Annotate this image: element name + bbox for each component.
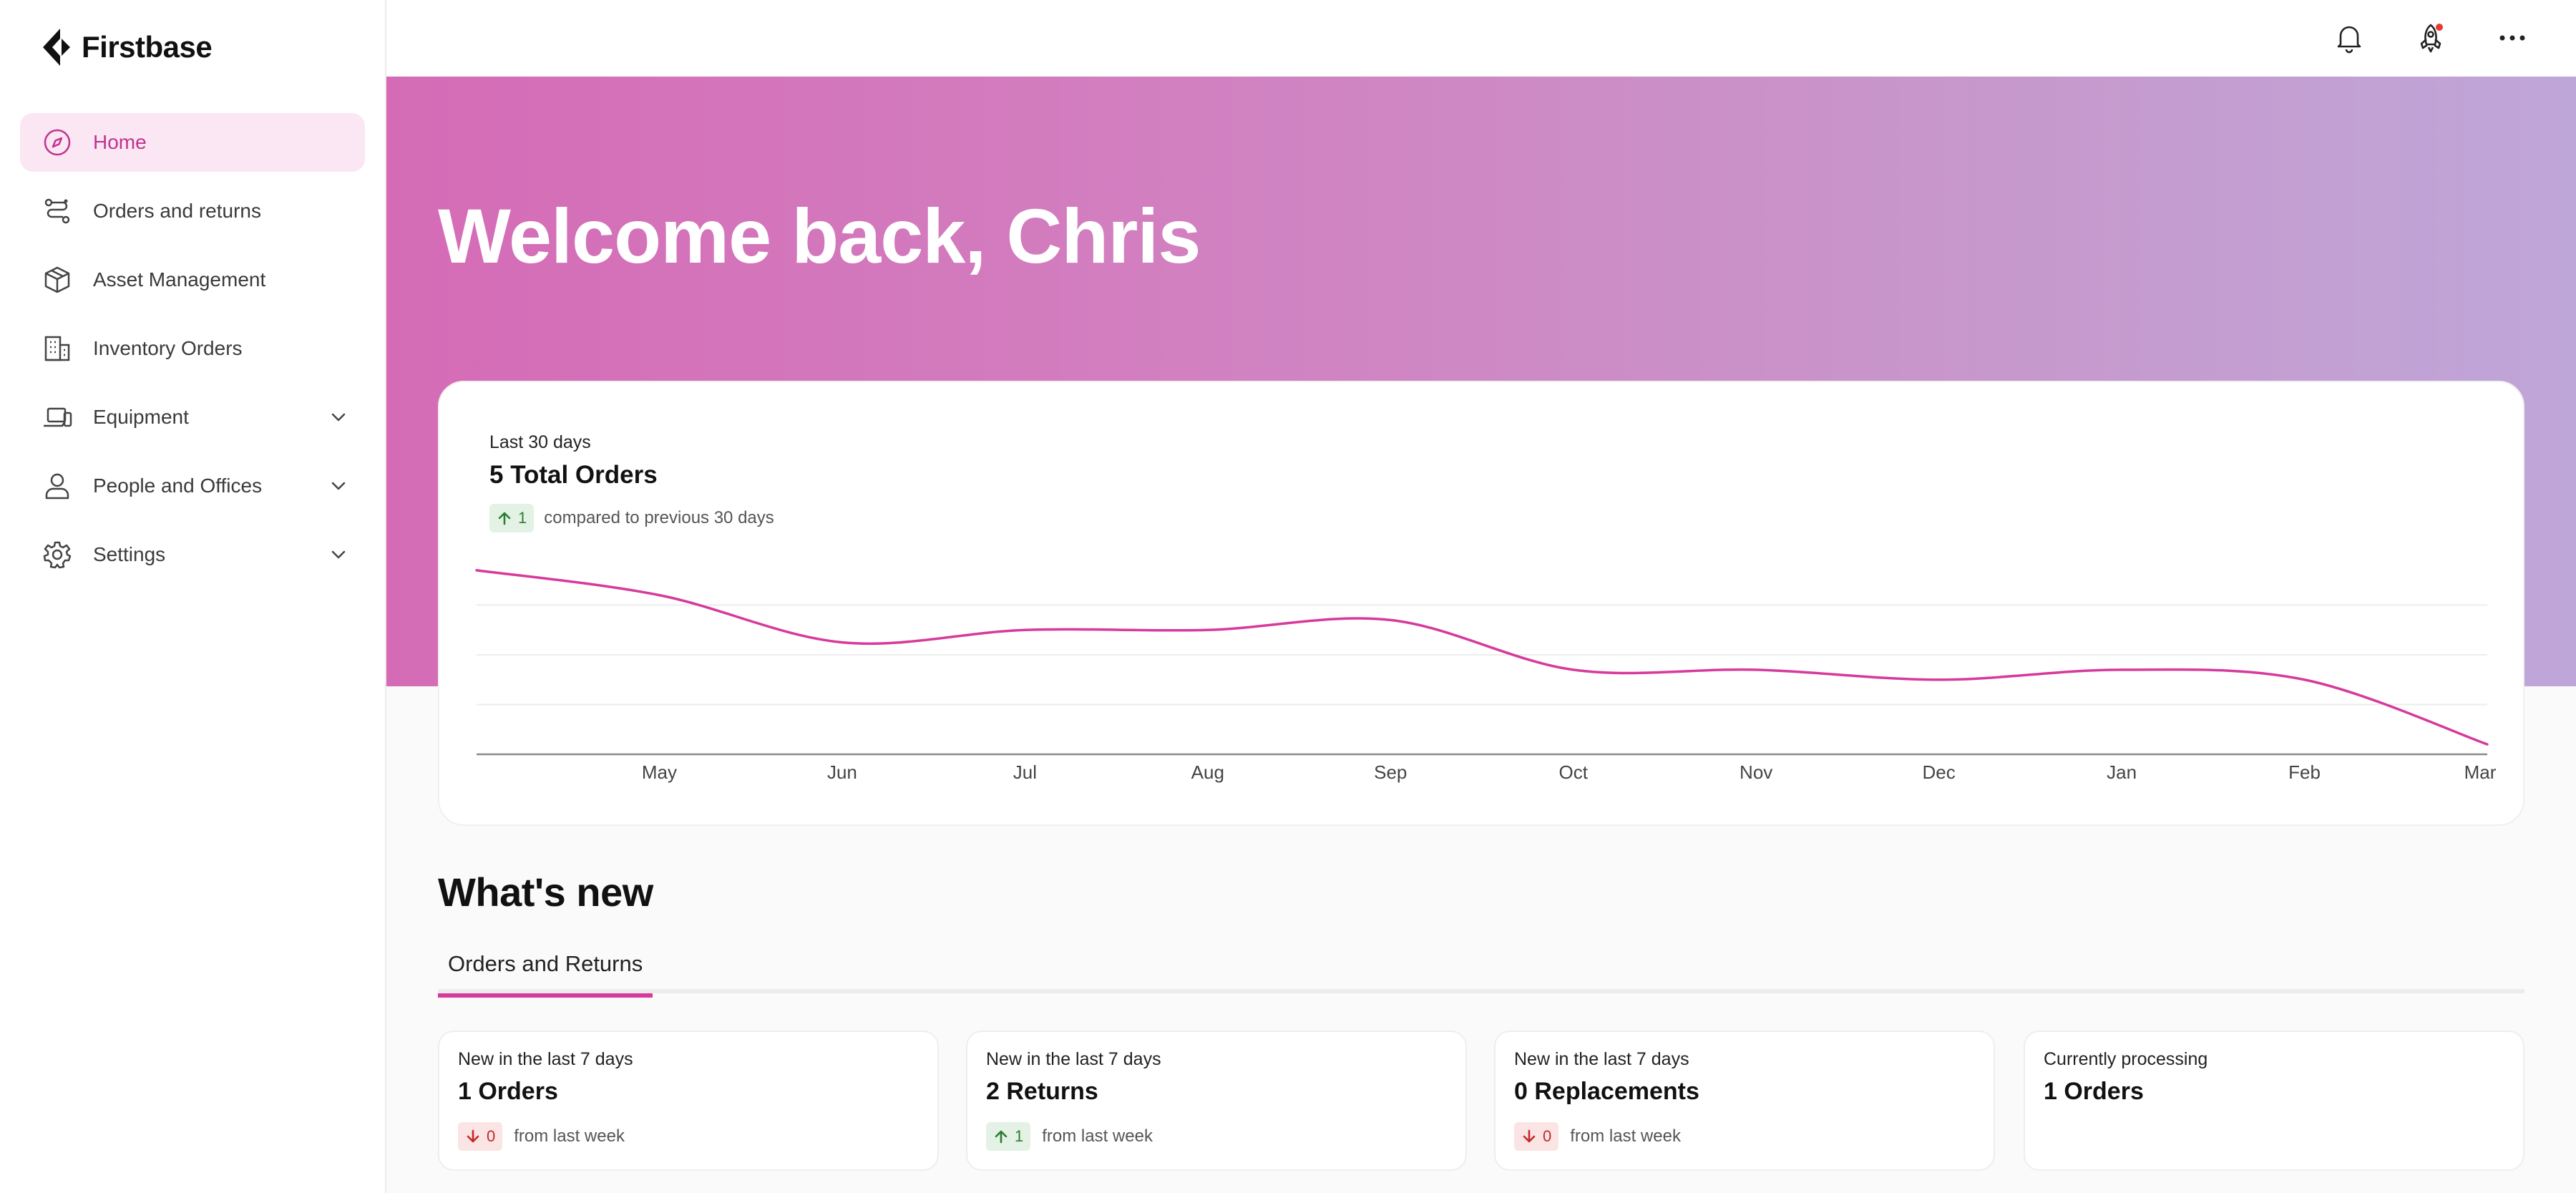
delta-row: 0 from last week <box>458 1122 625 1151</box>
x-tick-label: Mar <box>2464 761 2497 783</box>
x-tick-label: Jun <box>827 761 857 783</box>
arrow-up-icon <box>498 512 511 525</box>
brand-logo[interactable]: Firstbase <box>40 27 213 67</box>
delta-badge: 1 <box>489 504 535 532</box>
delta-row: 0 from last week <box>1514 1122 1681 1151</box>
x-tick-label: Sep <box>1374 761 1407 783</box>
tab-orders-and-returns[interactable]: Orders and Returns <box>438 946 653 998</box>
sidebar-item-asset-management[interactable]: Asset Management <box>20 250 365 309</box>
sidebar-item-label: Inventory Orders <box>93 337 243 359</box>
bell-icon[interactable] <box>2331 20 2367 56</box>
x-tick-label: Dec <box>1923 761 1956 783</box>
arrow-down-icon <box>467 1129 479 1143</box>
chevron-down-icon <box>331 550 346 559</box>
x-tick-label: Feb <box>2288 761 2321 783</box>
rocket-icon[interactable] <box>2413 20 2449 56</box>
sidebar-item-label: Settings <box>93 543 166 565</box>
page-title: Welcome back, Chris <box>438 193 1201 279</box>
whats-new-tabs: Orders and Returns <box>438 946 2524 998</box>
sidebar-item-equipment[interactable]: Equipment <box>20 388 365 447</box>
delta-row: 1 compared to previous 30 days <box>489 504 774 532</box>
brand-name: Firstbase <box>82 30 213 64</box>
stat-card-orders[interactable]: New in the last 7 days 1 Orders 0 from l… <box>438 1031 939 1171</box>
card-title: 5 Total Orders <box>489 461 658 489</box>
sidebar-item-label: People and Offices <box>93 474 263 497</box>
series-line <box>475 569 2489 746</box>
card-kicker: Last 30 days <box>489 432 591 452</box>
box-icon <box>42 264 73 296</box>
more-icon[interactable] <box>2494 20 2530 56</box>
x-tick-label: Oct <box>1559 761 1589 783</box>
sidebar-item-people-and-offices[interactable]: People and Offices <box>20 457 365 515</box>
sidebar-item-label: Home <box>93 131 147 153</box>
chevron-down-icon <box>331 413 346 422</box>
gear-icon <box>42 539 73 570</box>
sidebar-item-home[interactable]: Home <box>20 113 365 172</box>
x-tick-label: Nov <box>1740 761 1772 783</box>
delta-text: compared to previous 30 days <box>544 508 774 527</box>
sidebar-item-label: Equipment <box>93 406 189 428</box>
x-tick-label: Jul <box>1013 761 1037 783</box>
x-tick-label: Jan <box>2107 761 2137 783</box>
delta-badge: 0 <box>458 1122 503 1151</box>
whats-new-title: What's new <box>438 870 653 915</box>
stat-kicker: New in the last 7 days <box>986 1049 1161 1069</box>
delta-text: from last week <box>1042 1126 1153 1146</box>
delta-text: from last week <box>1570 1126 1681 1146</box>
compass-icon <box>42 127 73 158</box>
stat-title: 2 Returns <box>986 1078 1098 1105</box>
sidebar-item-orders-and-returns[interactable]: Orders and returns <box>20 182 365 240</box>
total-orders-card: Last 30 days 5 Total Orders 1 compared t… <box>438 381 2524 826</box>
building-icon <box>42 333 73 364</box>
sidebar-nav: Home Orders and returns Asset Management… <box>20 113 365 594</box>
delta-text: from last week <box>514 1126 625 1146</box>
sidebar-item-label: Orders and returns <box>93 200 261 222</box>
sidebar-item-settings[interactable]: Settings <box>20 525 365 584</box>
delta-badge: 0 <box>1514 1122 1559 1151</box>
laptop-icon <box>42 401 73 433</box>
delta-value: 1 <box>1015 1127 1024 1145</box>
arrow-down-icon <box>1523 1129 1536 1143</box>
stat-title: 1 Orders <box>2044 1078 2144 1105</box>
sidebar-item-inventory-orders[interactable]: Inventory Orders <box>20 319 365 378</box>
orders-line-chart: May Jun Jul Aug Sep Oct Nov Dec Jan Feb Mar <box>475 569 2497 783</box>
sidebar: Firstbase Home Orders and returns Asset … <box>0 0 386 1193</box>
delta-value: 0 <box>1543 1127 1552 1145</box>
person-icon <box>42 470 73 502</box>
top-bar <box>386 0 2576 77</box>
stat-title: 0 Replacements <box>1514 1078 1699 1105</box>
delta-value: 0 <box>487 1127 496 1145</box>
stat-kicker: Currently processing <box>2044 1049 2208 1069</box>
stat-card-returns[interactable]: New in the last 7 days 2 Returns 1 from … <box>966 1031 1467 1171</box>
chevron-down-icon <box>331 482 346 490</box>
firstbase-logo-icon <box>43 29 70 66</box>
arrow-up-icon <box>995 1130 1008 1144</box>
x-tick-label: May <box>642 761 677 783</box>
delta-value: 1 <box>518 509 527 527</box>
route-icon <box>42 195 73 227</box>
x-tick-label: Aug <box>1191 761 1224 783</box>
stat-card-replacements[interactable]: New in the last 7 days 0 Replacements 0 … <box>1494 1031 1995 1171</box>
stat-title: 1 Orders <box>458 1078 558 1105</box>
sidebar-item-label: Asset Management <box>93 268 266 291</box>
delta-badge: 1 <box>986 1122 1031 1151</box>
delta-row: 1 from last week <box>986 1122 1153 1151</box>
stat-kicker: New in the last 7 days <box>1514 1049 1689 1069</box>
stat-kicker: New in the last 7 days <box>458 1049 633 1069</box>
stat-card-processing[interactable]: Currently processing 1 Orders <box>2024 1031 2524 1171</box>
